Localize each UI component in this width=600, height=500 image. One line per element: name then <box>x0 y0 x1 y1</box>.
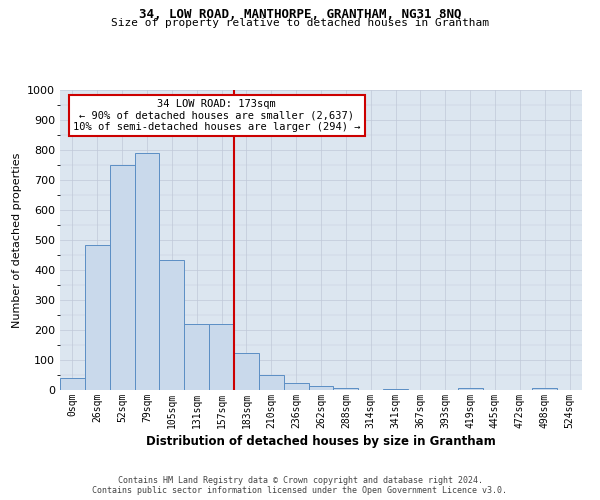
Bar <box>134 153 160 390</box>
Bar <box>234 352 259 390</box>
Bar <box>308 386 334 390</box>
Bar <box>60 378 85 390</box>
Bar <box>458 388 482 390</box>
Text: 34 LOW ROAD: 173sqm
← 90% of detached houses are smaller (2,637)
10% of semi-det: 34 LOW ROAD: 173sqm ← 90% of detached ho… <box>73 99 361 132</box>
Bar <box>85 244 110 390</box>
Bar <box>184 324 209 390</box>
Bar <box>532 388 557 390</box>
Text: Distribution of detached houses by size in Grantham: Distribution of detached houses by size … <box>146 435 496 448</box>
Bar <box>259 375 284 390</box>
Y-axis label: Number of detached properties: Number of detached properties <box>11 152 22 328</box>
Bar <box>284 382 308 390</box>
Bar <box>383 388 408 390</box>
Text: Contains HM Land Registry data © Crown copyright and database right 2024.
Contai: Contains HM Land Registry data © Crown c… <box>92 476 508 495</box>
Text: Size of property relative to detached houses in Grantham: Size of property relative to detached ho… <box>111 18 489 28</box>
Bar <box>110 165 134 390</box>
Bar <box>209 324 234 390</box>
Bar <box>160 260 184 390</box>
Text: 34, LOW ROAD, MANTHORPE, GRANTHAM, NG31 8NQ: 34, LOW ROAD, MANTHORPE, GRANTHAM, NG31 … <box>139 8 461 20</box>
Bar <box>334 388 358 390</box>
